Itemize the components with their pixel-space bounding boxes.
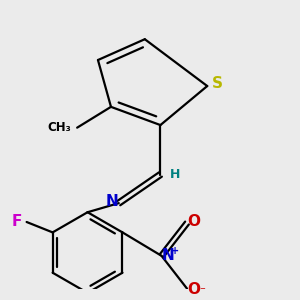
Text: S: S	[212, 76, 223, 91]
Text: H: H	[169, 168, 180, 181]
Text: +: +	[171, 246, 179, 256]
Text: CH₃: CH₃	[47, 121, 70, 134]
Text: N: N	[106, 194, 118, 209]
Text: O: O	[187, 214, 200, 229]
Text: F: F	[12, 214, 22, 230]
Text: ⁻: ⁻	[200, 286, 206, 296]
Text: N: N	[162, 248, 174, 263]
Text: O: O	[187, 282, 200, 297]
